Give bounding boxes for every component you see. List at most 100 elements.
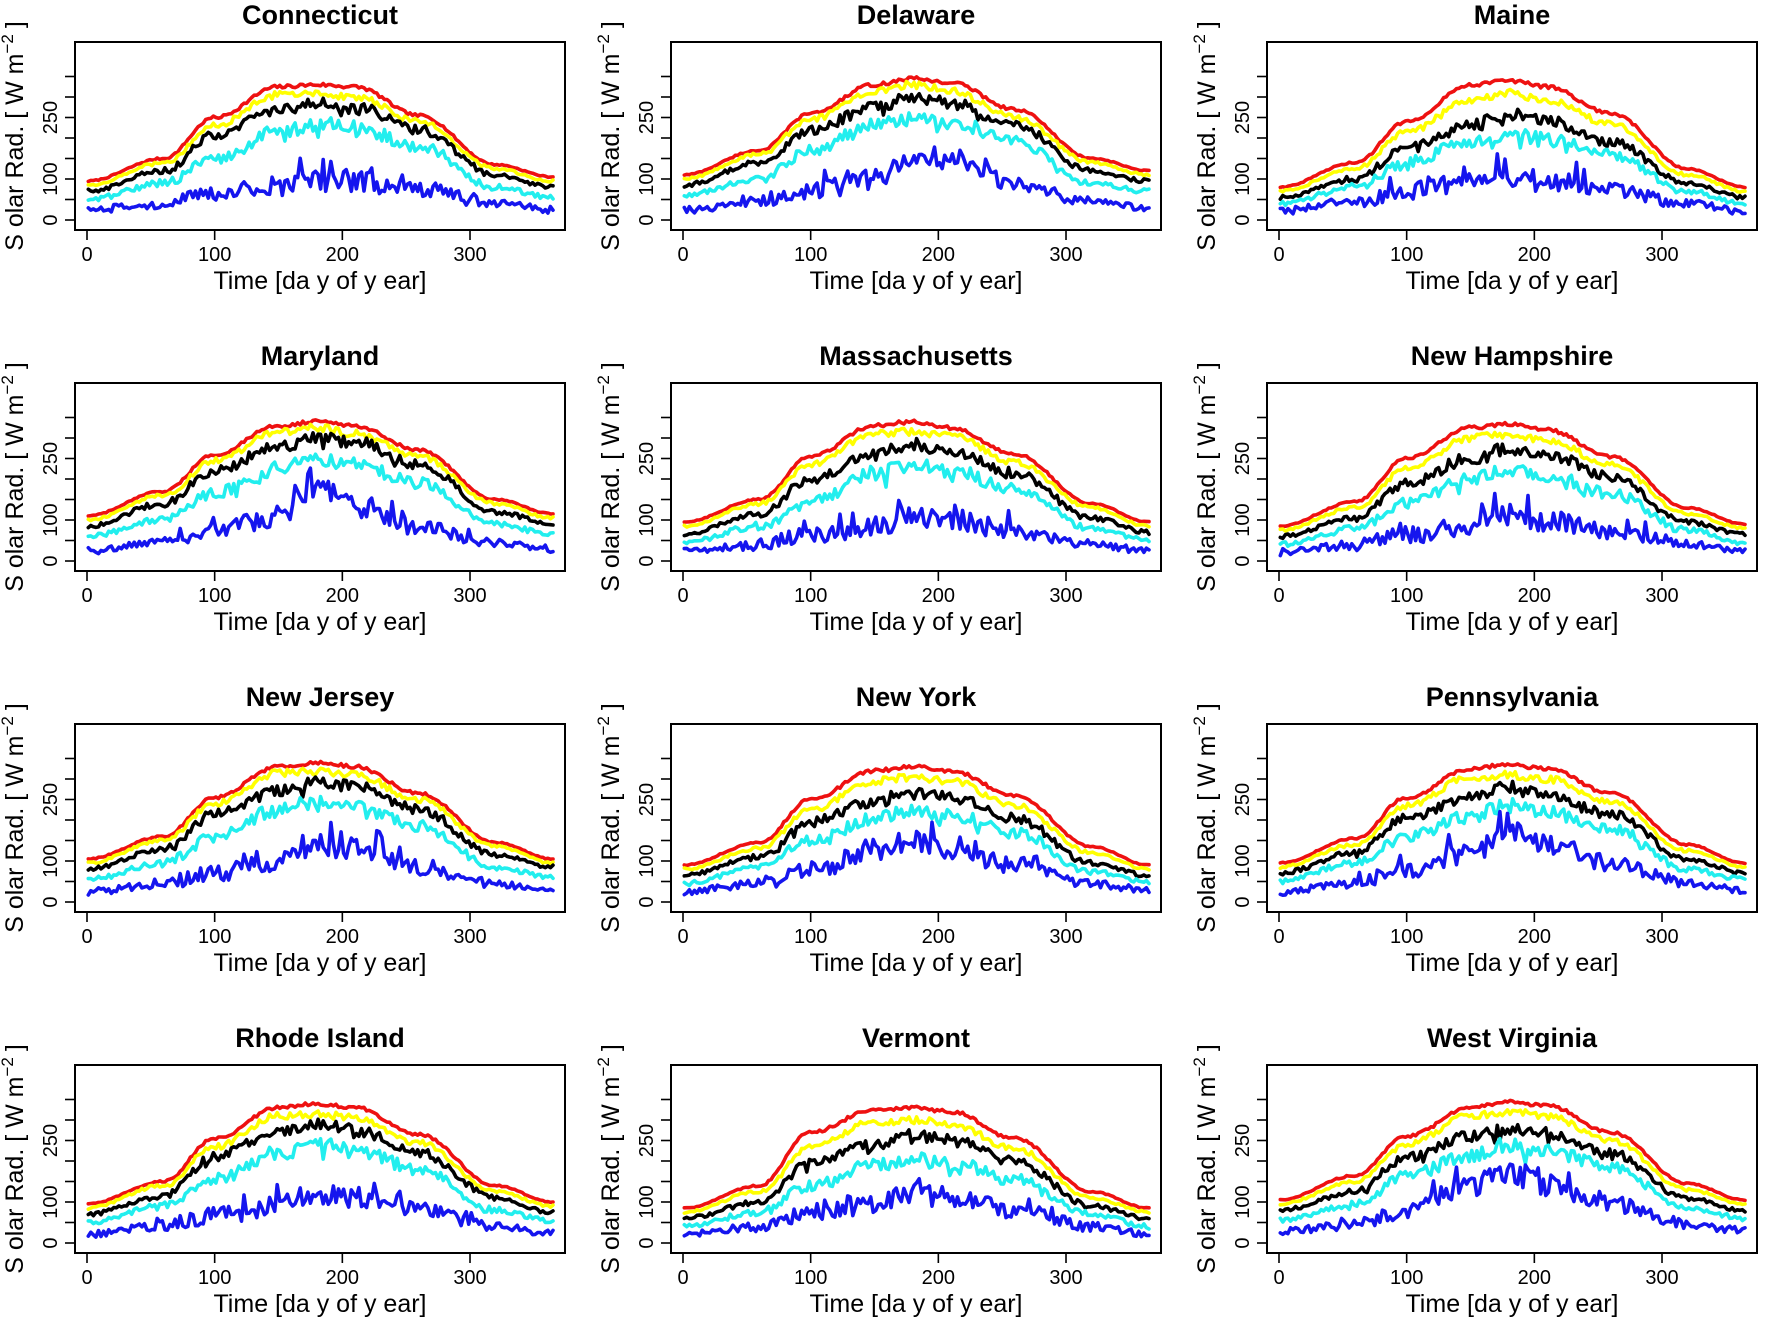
panel-title: New Hampshire (1411, 341, 1614, 371)
series-line-cyan (86, 452, 555, 540)
x-tick-label: 300 (1645, 926, 1678, 948)
series-line-cyan (1278, 128, 1747, 208)
y-axis-label-close: ] (597, 21, 625, 28)
x-tick-label: 100 (1390, 244, 1423, 266)
x-tick-label: 100 (1390, 585, 1423, 607)
y-axis-label: S olar Rad. [ W m−2] (0, 1044, 29, 1274)
series-line-blue (1278, 1162, 1747, 1237)
series-group (682, 1104, 1151, 1239)
x-axis-label: Time [da y of y ear] (809, 949, 1022, 977)
series-line-blue (86, 1181, 555, 1239)
plot-frame (670, 1064, 1162, 1254)
series-line-black (682, 1128, 1151, 1222)
x-axis-label: Time [da y of y ear] (809, 1290, 1022, 1318)
series-line-blue (682, 1177, 1151, 1239)
y-axis-label-exponent: −2 (594, 1057, 613, 1076)
x-tick-label: 200 (326, 926, 359, 948)
series-line-cyan (682, 803, 1151, 888)
y-axis-label-close: ] (1, 1044, 29, 1051)
series-line-black (682, 92, 1151, 189)
y-axis-label-close: ] (1, 703, 29, 710)
y-tick-label: 0 (1232, 896, 1254, 907)
series-line-black (682, 436, 1151, 538)
panel-title: Vermont (862, 1023, 970, 1053)
x-tick-label: 200 (1518, 926, 1551, 948)
plot-frame (74, 1064, 566, 1254)
y-tick-label: 250 (40, 783, 62, 816)
x-tick-label: 200 (1518, 1267, 1551, 1289)
series-line-black (86, 775, 555, 873)
y-tick-label: 250 (1232, 442, 1254, 475)
series-line-black (1278, 1122, 1747, 1214)
series-line-red (1278, 420, 1747, 529)
series-group (682, 75, 1151, 215)
y-tick-label: 100 (40, 162, 62, 195)
series-group (1278, 1098, 1747, 1237)
y-tick-label: 250 (40, 442, 62, 475)
series-line-red (86, 1101, 555, 1206)
y-tick-label: 0 (40, 214, 62, 225)
series-line-cyan (682, 111, 1151, 199)
y-axis-label-close: ] (1, 21, 29, 28)
series-line-yellow (86, 766, 555, 866)
x-tick-label: 200 (326, 244, 359, 266)
y-axis-label-close: ] (1193, 21, 1221, 28)
y-tick-label: 250 (636, 783, 658, 816)
x-tick-label: 200 (1518, 585, 1551, 607)
y-tick-label: 100 (1232, 1185, 1254, 1218)
y-axis-label-exponent: −2 (1190, 375, 1209, 394)
y-axis-label: S olar Rad. [ W m−2] (594, 362, 625, 592)
series-line-yellow (1278, 1108, 1747, 1207)
x-tick-label: 0 (1273, 926, 1284, 948)
plot-frame (1266, 723, 1758, 913)
y-axis-label-text: S olar Rad. [ W m (597, 1077, 625, 1274)
chart-panel-new-jersey: New Jersey 0 100 200 300 0 100 250 Time [da y of… (0, 682, 566, 977)
y-axis-label-text: S olar Rad. [ W m (1, 54, 29, 251)
series-line-blue (86, 820, 555, 897)
y-tick-label: 0 (636, 1237, 658, 1248)
y-axis-label-text: S olar Rad. [ W m (1, 736, 29, 933)
y-axis-label-text: S olar Rad. [ W m (597, 736, 625, 933)
series-line-yellow (86, 89, 555, 188)
x-axis-label: Time [da y of y ear] (1405, 267, 1618, 295)
panel-title: Massachusetts (819, 341, 1013, 371)
x-tick-label: 300 (453, 244, 486, 266)
series-group (86, 1101, 555, 1239)
x-tick-label: 0 (81, 244, 92, 266)
y-axis-label-exponent: −2 (1190, 716, 1209, 735)
series-line-blue (86, 156, 555, 215)
y-axis-label-text: S olar Rad. [ W m (1193, 1077, 1221, 1274)
y-tick-label: 0 (636, 555, 658, 566)
y-axis-label-exponent: −2 (0, 1057, 17, 1076)
series-line-red (1278, 762, 1747, 866)
series-line-cyan (682, 1151, 1151, 1231)
y-axis-label-text: S olar Rad. [ W m (1, 1077, 29, 1274)
x-tick-label: 200 (922, 1267, 955, 1289)
series-line-yellow (1278, 769, 1747, 871)
x-tick-label: 100 (198, 926, 231, 948)
x-tick-label: 0 (1273, 244, 1284, 266)
y-axis-label: S olar Rad. [ W m−2] (594, 703, 625, 933)
y-axis-label-exponent: −2 (1190, 34, 1209, 53)
x-axis-label: Time [da y of y ear] (213, 267, 426, 295)
chart-panel-rhode-island: Rhode Island 0 100 200 300 0 100 250 Time [da y … (0, 1023, 566, 1318)
y-axis-label-exponent: −2 (0, 34, 17, 53)
y-tick-label: 0 (1232, 214, 1254, 225)
series-line-red (86, 418, 555, 518)
panel-title: Pennsylvania (1426, 682, 1600, 712)
series-group (86, 759, 555, 897)
x-tick-label: 0 (1273, 1267, 1284, 1289)
y-tick-label: 100 (1232, 503, 1254, 536)
plot-frame (74, 723, 566, 913)
series-line-cyan (86, 1137, 555, 1226)
x-tick-label: 200 (922, 244, 955, 266)
x-tick-label: 0 (677, 585, 688, 607)
series-line-red (86, 759, 555, 862)
series-line-black (1278, 779, 1747, 877)
y-axis-label-close: ] (597, 703, 625, 710)
y-axis-label: S olar Rad. [ W m−2] (1190, 362, 1221, 592)
panel-title: New Jersey (246, 682, 395, 712)
y-axis-label-text: S olar Rad. [ W m (597, 395, 625, 592)
y-tick-label: 250 (636, 442, 658, 475)
y-tick-label: 0 (636, 214, 658, 225)
